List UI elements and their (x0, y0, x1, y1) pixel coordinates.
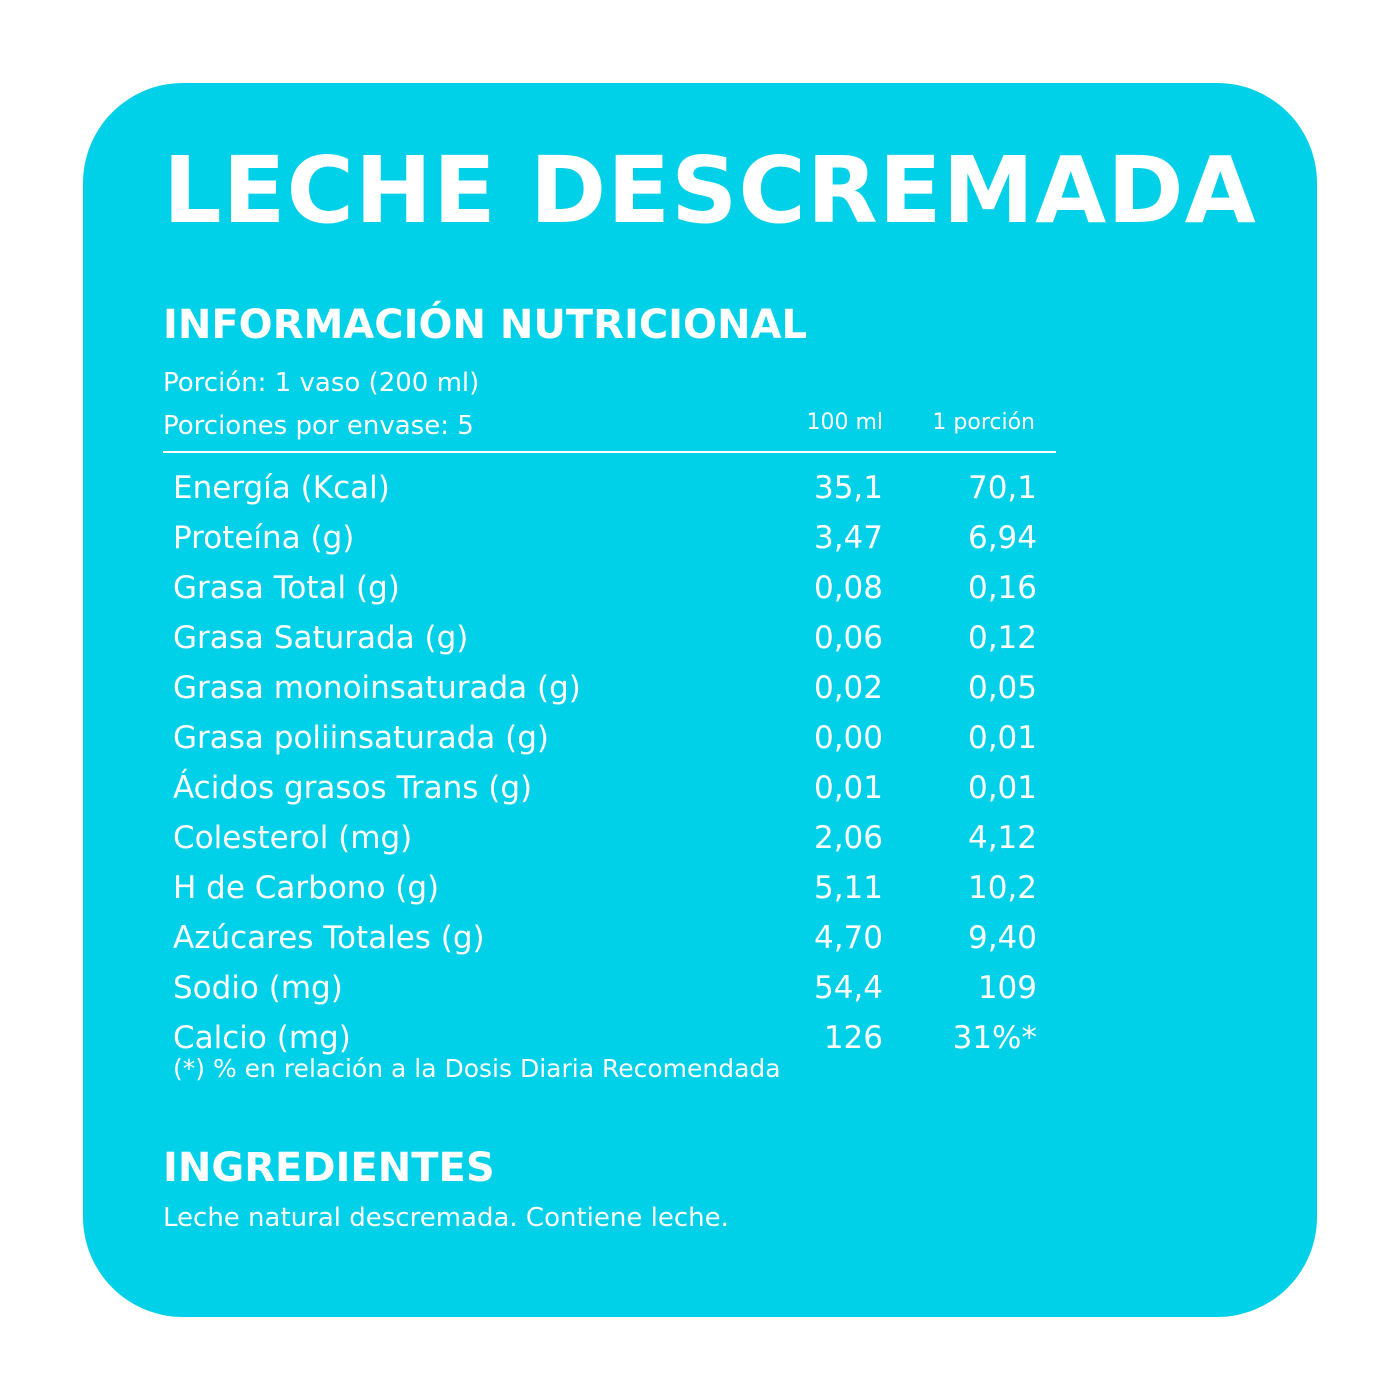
nutrition-row: Grasa Total (g) 0,08 0,16 (173, 563, 1039, 613)
nutrition-row: Azúcares Totales (g) 4,70 9,40 (173, 913, 1039, 963)
value-per-portion: 109 (977, 970, 1037, 1006)
value-per-100ml: 2,06 (813, 820, 883, 856)
value-per-portion: 0,01 (967, 720, 1037, 756)
value-per-portion: 0,01 (967, 770, 1037, 806)
value-per-100ml: 5,11 (813, 870, 883, 906)
nutrition-table: Energía (Kcal) 35,1 70,1 Proteína (g) 3,… (173, 463, 1039, 1063)
product-title: LECHE DESCREMADA (163, 137, 1257, 244)
nutrient-name: H de Carbono (g) (173, 870, 440, 906)
nutrition-row: Colesterol (mg) 2,06 4,12 (173, 813, 1039, 863)
value-per-portion: 0,12 (967, 620, 1037, 656)
serving-size: Porción: 1 vaso (200 ml) (163, 368, 480, 398)
value-per-portion: 6,94 (967, 520, 1037, 556)
value-per-100ml: 0,02 (813, 670, 883, 706)
nutrition-row: Grasa Saturada (g) 0,06 0,12 (173, 613, 1039, 663)
ingredients-text: Leche natural descremada. Contiene leche… (163, 1203, 729, 1233)
nutrient-name: Calcio (mg) (173, 1020, 351, 1056)
value-per-100ml: 0,08 (813, 570, 883, 606)
value-per-100ml: 54,4 (813, 970, 883, 1006)
nutrition-label-panel: LECHE DESCREMADA INFORMACIÓN NUTRICIONAL… (83, 83, 1317, 1317)
value-per-100ml: 3,47 (813, 520, 883, 556)
header-divider (163, 451, 1056, 453)
nutrient-name: Azúcares Totales (g) (173, 920, 485, 956)
value-per-portion: 10,2 (967, 870, 1037, 906)
value-per-100ml: 126 (823, 1020, 883, 1056)
nutrition-row: Energía (Kcal) 35,1 70,1 (173, 463, 1039, 513)
value-per-100ml: 0,06 (813, 620, 883, 656)
column-header-portion: 1 porción (932, 410, 1035, 435)
nutrient-name: Grasa monoinsaturada (g) (173, 670, 581, 706)
nutrition-row: Sodio (mg) 54,4 109 (173, 963, 1039, 1013)
value-per-portion: 31%* (952, 1020, 1037, 1056)
value-per-portion: 0,16 (967, 570, 1037, 606)
value-per-100ml: 35,1 (813, 470, 883, 506)
nutrition-row: Calcio (mg) 126 31%* (173, 1013, 1039, 1063)
nutrient-name: Grasa Saturada (g) (173, 620, 469, 656)
nutrient-name: Colesterol (mg) (173, 820, 413, 856)
nutrition-row: H de Carbono (g) 5,11 10,2 (173, 863, 1039, 913)
footnote: (*) % en relación a la Dosis Diaria Reco… (173, 1054, 781, 1083)
servings-per-container: Porciones por envase: 5 (163, 411, 474, 441)
nutrient-name: Proteína (g) (173, 520, 355, 556)
value-per-portion: 70,1 (967, 470, 1037, 506)
value-per-100ml: 0,00 (813, 720, 883, 756)
nutrient-name: Ácidos grasos Trans (g) (173, 770, 533, 806)
nutrition-row: Ácidos grasos Trans (g) 0,01 0,01 (173, 763, 1039, 813)
nutrition-row: Grasa poliinsaturada (g) 0,00 0,01 (173, 713, 1039, 763)
value-per-portion: 4,12 (967, 820, 1037, 856)
ingredients-heading: INGREDIENTES (163, 1145, 495, 1191)
nutrient-name: Grasa poliinsaturada (g) (173, 720, 549, 756)
column-header-100ml: 100 ml (806, 410, 883, 435)
value-per-100ml: 4,70 (813, 920, 883, 956)
value-per-portion: 0,05 (967, 670, 1037, 706)
nutrition-heading: INFORMACIÓN NUTRICIONAL (163, 302, 807, 348)
nutrition-row: Grasa monoinsaturada (g) 0,02 0,05 (173, 663, 1039, 713)
nutrient-name: Sodio (mg) (173, 970, 343, 1006)
value-per-portion: 9,40 (967, 920, 1037, 956)
nutrition-row: Proteína (g) 3,47 6,94 (173, 513, 1039, 563)
nutrient-name: Grasa Total (g) (173, 570, 400, 606)
value-per-100ml: 0,01 (813, 770, 883, 806)
nutrient-name: Energía (Kcal) (173, 470, 390, 506)
